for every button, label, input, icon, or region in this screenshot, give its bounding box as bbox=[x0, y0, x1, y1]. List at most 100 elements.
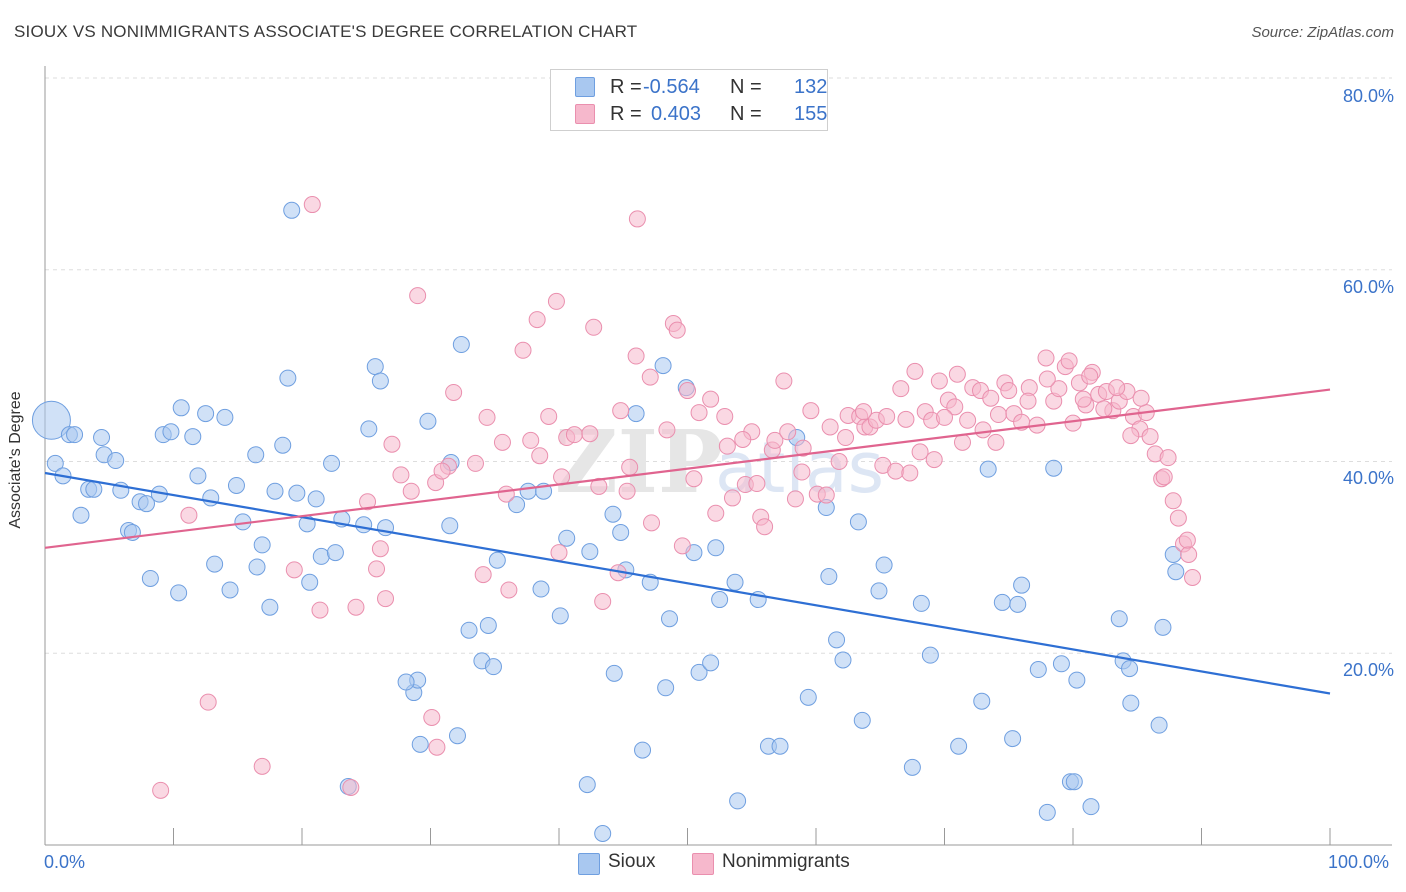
nonimmigrants-point bbox=[1155, 468, 1173, 486]
sioux-point bbox=[72, 506, 90, 524]
sioux-point bbox=[288, 484, 306, 502]
nonimmigrants-point bbox=[1019, 392, 1037, 410]
nonimmigrants-point bbox=[478, 408, 496, 426]
nonimmigrants-point bbox=[1060, 352, 1078, 370]
y-axis-label: Associate's Degree bbox=[7, 391, 24, 529]
nonimmigrants-point bbox=[766, 431, 784, 449]
nonimmigrants-point bbox=[347, 598, 365, 616]
nonimmigrants-point bbox=[423, 708, 441, 726]
nonimmigrants-point bbox=[371, 540, 389, 558]
sioux-point bbox=[221, 581, 239, 599]
sioux-point bbox=[46, 454, 64, 472]
nonimmigrants-point bbox=[1169, 509, 1187, 527]
sioux-point bbox=[912, 594, 930, 612]
nonimmigrants-point bbox=[887, 462, 905, 480]
sioux-point bbox=[307, 490, 325, 508]
nonimmigrants-point bbox=[285, 561, 303, 579]
nonimmigrants-point bbox=[540, 407, 558, 425]
nonimmigrants-point bbox=[679, 382, 696, 400]
sioux-point bbox=[870, 582, 888, 600]
sioux-point bbox=[274, 436, 292, 454]
sioux-point bbox=[654, 357, 672, 375]
nonimmigrants-trend-line bbox=[44, 388, 1331, 549]
nonimmigrants-point bbox=[987, 433, 1005, 451]
sioux-point bbox=[1029, 661, 1047, 679]
sioux-point bbox=[519, 482, 537, 500]
sioux-point bbox=[371, 372, 389, 390]
nonimmigrants-point bbox=[550, 544, 568, 562]
sioux-point bbox=[360, 420, 378, 438]
nonimmigrants-point bbox=[152, 781, 170, 799]
nonimmigrants-point bbox=[794, 439, 812, 457]
nonimmigrants-point bbox=[855, 403, 873, 421]
sioux-point bbox=[657, 679, 675, 697]
sioux-point bbox=[612, 523, 630, 541]
sioux-point bbox=[85, 480, 103, 498]
sioux-point bbox=[397, 673, 415, 691]
nonimmigrants-point bbox=[445, 383, 463, 401]
nonimmigrants-point bbox=[392, 466, 410, 484]
sioux-point bbox=[771, 737, 789, 755]
sioux-point bbox=[141, 569, 159, 587]
nonimmigrants-point bbox=[342, 778, 360, 796]
sioux-point bbox=[66, 426, 84, 444]
nonimmigrants-point bbox=[723, 489, 741, 507]
sioux-point bbox=[551, 607, 569, 625]
sioux-point bbox=[1013, 576, 1031, 594]
nonimmigrants-point bbox=[959, 411, 977, 429]
x-tick-label-min: 0.0% bbox=[44, 852, 86, 872]
nonimmigrants-point bbox=[612, 402, 630, 420]
nonimmigrants-point bbox=[1000, 382, 1018, 400]
sioux-point bbox=[581, 543, 599, 561]
sioux-point bbox=[184, 428, 202, 446]
sioux-point bbox=[266, 482, 284, 500]
n-label: N = bbox=[730, 103, 762, 125]
nonimmigrants-point bbox=[433, 462, 451, 480]
axes bbox=[44, 66, 1392, 846]
nonimmigrants-point bbox=[359, 493, 377, 511]
sioux-point bbox=[1045, 459, 1063, 477]
sioux-point bbox=[227, 476, 245, 494]
nonimmigrants-point bbox=[802, 402, 820, 420]
sioux-point bbox=[170, 584, 188, 602]
nonimmigrants-point bbox=[953, 433, 971, 451]
nonimmigrants-point bbox=[817, 486, 835, 504]
sioux-point bbox=[107, 452, 125, 470]
nonimmigrants-point bbox=[628, 210, 646, 228]
sioux-point bbox=[247, 446, 265, 464]
n-value: 132 bbox=[794, 76, 828, 98]
nonimmigrants-point bbox=[377, 590, 395, 608]
nonimmigrants-point bbox=[775, 372, 793, 390]
r-label: R = bbox=[610, 103, 642, 125]
nonimmigrants-point bbox=[627, 347, 645, 365]
y-tick-label-80: 80.0% bbox=[1342, 86, 1394, 106]
nonimmigrants-point bbox=[594, 592, 612, 610]
nonimmigrants-point bbox=[1178, 531, 1196, 549]
nonimmigrants-point bbox=[779, 423, 797, 441]
sioux-point bbox=[558, 529, 576, 547]
nonimmigrants-point bbox=[368, 560, 386, 578]
sioux-point bbox=[1082, 798, 1100, 816]
nonimmigrants-point bbox=[1122, 427, 1140, 445]
nonimmigrants-point bbox=[930, 372, 948, 390]
nonimmigrants-swatch bbox=[692, 853, 714, 875]
sioux-point bbox=[479, 616, 497, 634]
sioux-point bbox=[448, 727, 466, 745]
sioux-point bbox=[312, 547, 330, 565]
nonimmigrants-point bbox=[514, 341, 532, 359]
nonimmigrants-point bbox=[303, 196, 321, 214]
nonimmigrants-point bbox=[906, 362, 924, 380]
nonimmigrants-point bbox=[402, 482, 420, 500]
y-tick-label-60: 60.0% bbox=[1342, 277, 1394, 297]
sioux-point bbox=[248, 558, 266, 576]
trend-lines bbox=[44, 388, 1331, 695]
nonimmigrants-point bbox=[911, 443, 929, 461]
sioux-point bbox=[993, 593, 1011, 611]
nonimmigrants-point bbox=[974, 421, 992, 439]
nonimmigrants-point bbox=[707, 504, 725, 522]
series-sioux bbox=[31, 201, 1185, 842]
sioux-point bbox=[253, 536, 271, 554]
sioux-point bbox=[441, 517, 459, 535]
sioux-point bbox=[283, 201, 301, 219]
nonimmigrants-point bbox=[1074, 390, 1092, 408]
